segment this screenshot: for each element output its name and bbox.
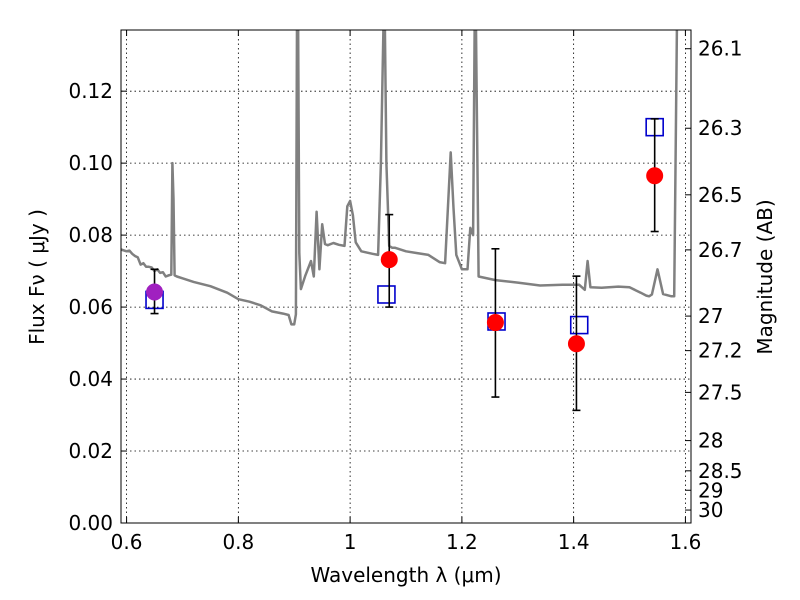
- y-axis-label: Flux Fν ( μJy ): [25, 209, 49, 345]
- observed-flux-point: [486, 314, 504, 332]
- observed-flux-point: [646, 167, 664, 185]
- model-layer: [121, 30, 679, 326]
- y2-tick-label: 27.2: [698, 339, 743, 363]
- x-tick-label: 1.2: [446, 530, 478, 554]
- x-axis-label: Wavelength λ (μm): [310, 563, 501, 587]
- x-tick-label: 0.8: [222, 530, 254, 554]
- x-tick-label: 1: [344, 530, 357, 554]
- y2-axis-label: Magnitude (AB): [753, 199, 777, 354]
- y2-tick-label: 27.5: [698, 380, 743, 404]
- y-tick-label: 0.08: [68, 223, 113, 247]
- y-tick-label: 0.02: [68, 439, 113, 463]
- model-band-square: [569, 315, 589, 335]
- y2-tick-label: 29: [698, 478, 723, 502]
- y2-tick-label: 26.3: [698, 116, 743, 140]
- optical-flux-point: [146, 283, 164, 301]
- y2-tick-label: 27: [698, 304, 723, 328]
- grid-layer: [121, 30, 691, 524]
- model-band-square: [377, 285, 396, 304]
- y-tick-label: 0.12: [68, 79, 113, 103]
- y2-tick-label: 28.5: [698, 459, 743, 483]
- y2-tick-label: 26.1: [698, 37, 743, 61]
- y-tick-label: 0.04: [68, 367, 113, 391]
- observed-flux-point: [567, 335, 585, 353]
- y-tick-label: 0.00: [68, 511, 113, 535]
- y2-tick-label: 28: [698, 429, 723, 453]
- points-layer: [145, 117, 664, 412]
- observed-flux-point: [380, 251, 398, 269]
- y2-tick-label: 30: [698, 498, 723, 522]
- x-tick-label: 1.6: [670, 530, 702, 554]
- x-tick-label: 1.4: [558, 530, 590, 554]
- x-tick-label: 0.6: [111, 530, 143, 554]
- y-tick-label: 0.06: [68, 295, 113, 319]
- y2-tick-label: 26.7: [698, 238, 743, 262]
- y-tick-label: 0.10: [68, 151, 113, 175]
- plot-frame: [120, 29, 692, 524]
- ticks-layer: 0.6 0.8 1 1.2 1.4 1.6 0.00 0.02 0.04 0.06 0.08 0.10…: [68, 30, 743, 554]
- model-sed-line: [121, 30, 679, 326]
- y2-tick-label: 26.5: [698, 183, 743, 207]
